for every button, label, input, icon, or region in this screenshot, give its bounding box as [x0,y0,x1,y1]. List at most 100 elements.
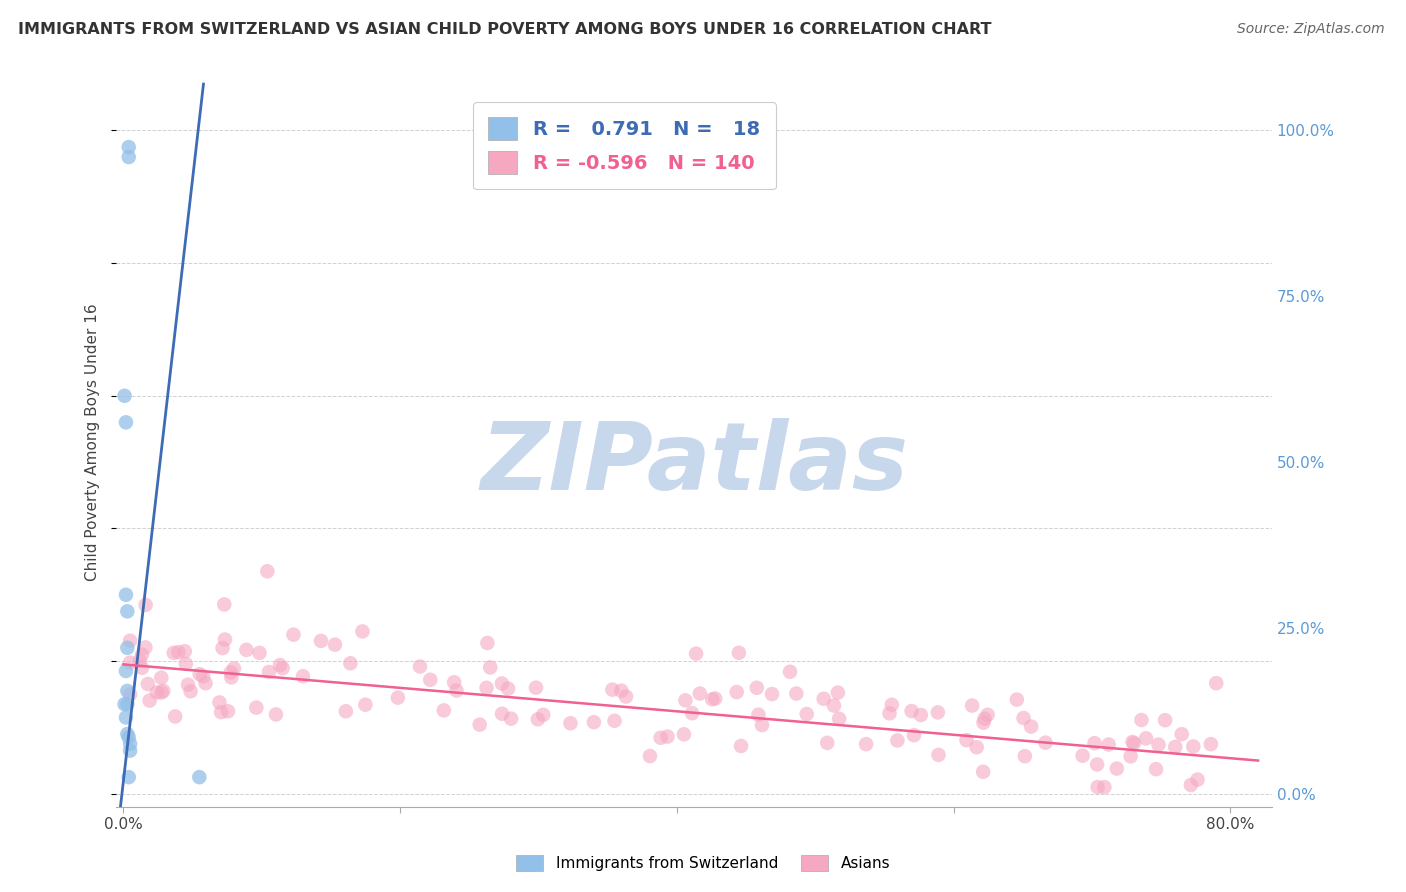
Point [117,684,139,698]
Point [1005,692,1028,706]
Point [131,648,153,662]
Point [972,715,994,730]
Point [146,685,169,699]
Point [150,671,173,685]
Point [972,764,994,779]
Point [387,690,409,705]
Point [131,661,153,675]
Point [188,770,211,784]
Point [257,665,280,679]
Point [217,704,239,718]
Point [779,665,801,679]
Point [479,660,502,674]
Point [672,727,695,741]
Point [249,646,271,660]
Point [136,677,159,691]
Point [339,657,361,671]
Point [118,140,141,154]
Point [120,633,142,648]
Point [1180,778,1202,792]
Point [211,641,233,656]
Point [264,707,287,722]
Point [1014,749,1036,764]
Point [283,627,305,641]
Point [673,693,696,707]
Point [118,731,141,745]
Point [188,667,211,681]
Point [955,733,977,747]
Point [1130,713,1153,727]
Point [704,691,727,706]
Point [115,588,138,602]
Point [352,624,374,639]
Point [879,706,901,721]
Point [475,681,498,695]
Point [219,665,242,680]
Point [120,743,142,757]
Point [527,712,550,726]
Text: ZIPatlas: ZIPatlas [479,418,908,510]
Point [165,709,187,723]
Point [1187,772,1209,787]
Point [689,687,711,701]
Point [1164,739,1187,754]
Point [610,683,633,698]
Point [1144,762,1167,776]
Text: Source: ZipAtlas.com: Source: ZipAtlas.com [1237,22,1385,37]
Point [976,707,998,722]
Point [614,690,637,704]
Point [524,681,547,695]
Point [903,728,925,742]
Point [796,706,818,721]
Point [1071,748,1094,763]
Point [221,670,243,684]
Point [900,704,922,718]
Point [115,664,138,678]
Point [560,716,582,731]
Point [177,678,200,692]
Point [702,692,724,706]
Point [927,706,949,720]
Point [117,727,139,741]
Point [761,687,783,701]
Point [138,693,160,707]
Point [496,681,519,696]
Point [117,604,139,618]
Point [657,730,679,744]
Point [1123,736,1146,750]
Point [150,685,173,699]
Point [468,717,491,731]
Point [501,712,523,726]
Point [269,658,291,673]
Point [128,654,150,668]
Point [582,715,605,730]
Point [180,684,202,698]
Y-axis label: Child Poverty Among Boys Under 16: Child Poverty Among Boys Under 16 [86,303,100,581]
Point [491,706,513,721]
Point [785,687,807,701]
Point [115,415,138,429]
Point [477,636,499,650]
Point [880,698,903,712]
Point [120,656,142,670]
Point [823,698,845,713]
Point [335,704,357,718]
Point [118,150,141,164]
Point [602,682,624,697]
Point [1105,762,1128,776]
Point [1182,739,1205,754]
Legend: Immigrants from Switzerland, Asians: Immigrants from Switzerland, Asians [510,849,896,877]
Point [1012,711,1035,725]
Point [117,697,139,711]
Point [491,676,513,690]
Point [191,669,214,683]
Point [927,747,949,762]
Point [163,646,186,660]
Point [309,634,332,648]
Point [323,638,346,652]
Point [443,675,465,690]
Point [730,739,752,753]
Point [114,697,136,711]
Point [256,564,278,578]
Point [1097,738,1119,752]
